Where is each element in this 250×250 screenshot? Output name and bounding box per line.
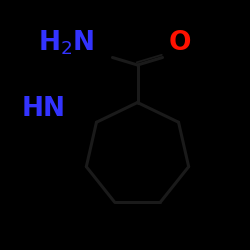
Text: HN: HN <box>22 96 66 122</box>
Text: O: O <box>169 30 191 56</box>
Text: H$_2$N: H$_2$N <box>38 28 94 57</box>
